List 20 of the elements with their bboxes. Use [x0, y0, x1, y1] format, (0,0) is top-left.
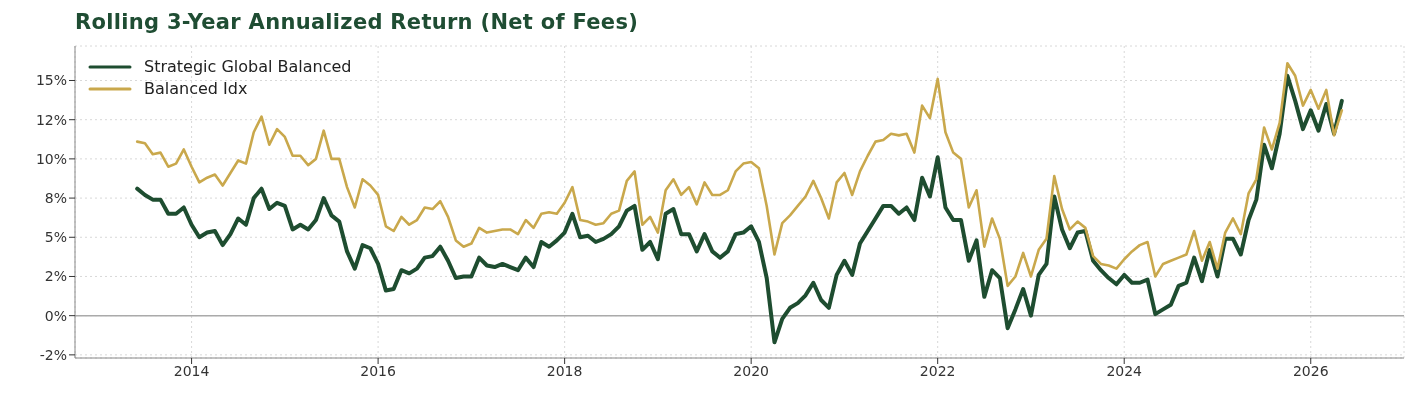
y-tick-label: 15%: [35, 72, 67, 89]
chart-title: Rolling 3-Year Annualized Return (Net of Fees): [75, 9, 640, 36]
y-tick-label: 10%: [35, 150, 67, 167]
y-tick-label: 2%: [44, 268, 67, 285]
x-tick-label: 2014: [173, 362, 210, 379]
line-series: [135, 61, 1344, 288]
legend-label: Strategic Global Balanced: [144, 56, 352, 78]
line-series: [135, 73, 1344, 345]
x-tick-label: 2026: [1292, 362, 1329, 379]
x-tick-label: 2016: [360, 362, 397, 379]
x-tick-label: 2018: [546, 362, 583, 379]
y-tick-label: 8%: [44, 190, 67, 207]
y-tick-label: -2%: [39, 346, 67, 363]
y-tick-label: 0%: [44, 307, 67, 324]
legend-label: Balanced Idx: [144, 78, 248, 100]
y-tick-label: 12%: [35, 111, 67, 128]
x-tick-label: 2022: [919, 362, 956, 379]
y-tick-label: 5%: [44, 229, 67, 246]
x-tick-label: 2020: [733, 362, 769, 379]
x-tick-label: 2024: [1106, 362, 1143, 379]
